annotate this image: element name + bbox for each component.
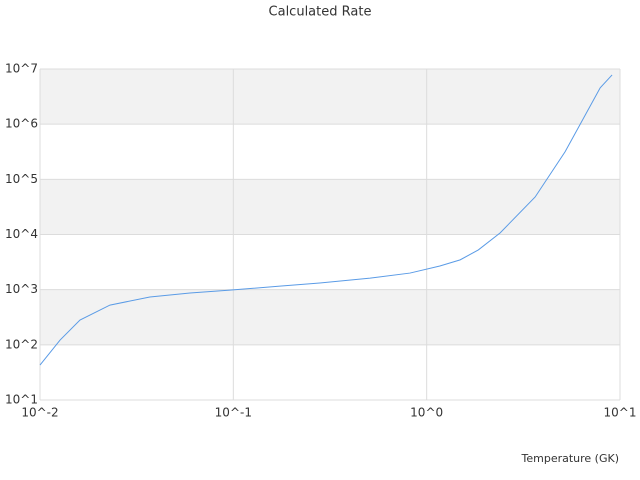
y-tick-label: 10^3	[5, 282, 38, 296]
grid-band	[40, 289, 620, 345]
grid-band	[40, 69, 620, 125]
y-tick-label: 10^1	[5, 393, 38, 407]
y-tick-label: 10^5	[5, 172, 38, 186]
x-axis-label: Temperature (GK)	[521, 452, 620, 465]
y-tick-label: 10^6	[5, 117, 38, 131]
y-tick-label: 10^4	[5, 227, 38, 241]
x-tick-label: 10^1	[604, 406, 637, 420]
y-tick-label: 10^7	[5, 62, 38, 76]
x-tick-label: 10^0	[410, 406, 443, 420]
grid-band	[40, 179, 620, 235]
y-tick-label: 10^2	[5, 337, 38, 351]
x-tick-label: 10^-2	[21, 406, 58, 420]
data-line	[39, 74, 613, 366]
x-tick-label: 10^-1	[215, 406, 252, 420]
chart-title: Calculated Rate	[269, 5, 372, 20]
